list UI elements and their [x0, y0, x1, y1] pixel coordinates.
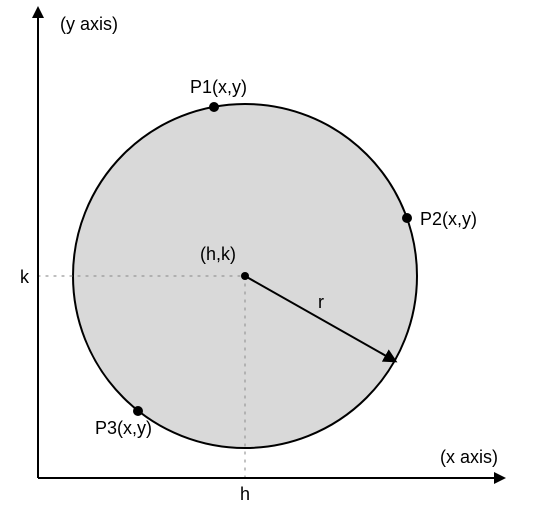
y-axis-label: (y axis) — [60, 14, 118, 34]
point-p1-label: P1(x,y) — [190, 77, 247, 97]
radius-label: r — [318, 292, 324, 312]
point-p2-dot — [402, 213, 412, 223]
point-p2-label: P2(x,y) — [420, 209, 477, 229]
h-tick-label: h — [240, 484, 250, 504]
point-p1-dot — [209, 102, 219, 112]
point-p3-label: P3(x,y) — [95, 418, 152, 438]
center-label: (h,k) — [200, 244, 236, 264]
x-axis-label: (x axis) — [440, 447, 498, 467]
point-p3-dot — [133, 406, 143, 416]
k-tick-label: k — [20, 267, 30, 287]
